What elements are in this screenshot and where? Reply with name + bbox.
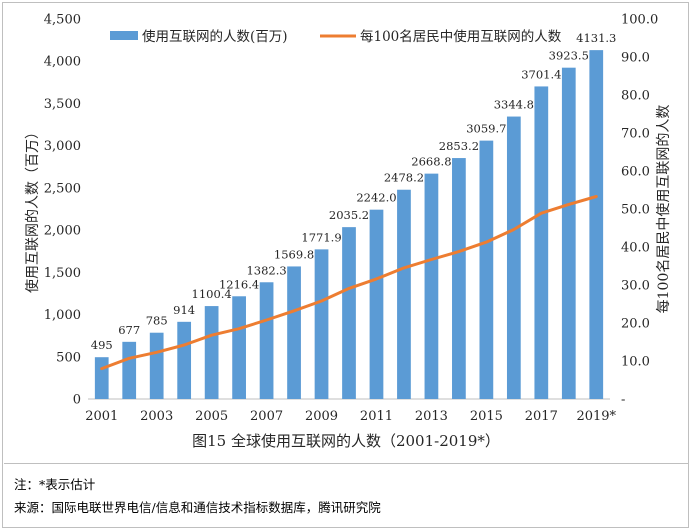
bar xyxy=(452,158,466,399)
bar-data-label: 3344.8 xyxy=(494,98,534,112)
right-tick-label: 30.0 xyxy=(621,279,650,294)
x-tick-label: 2009 xyxy=(305,409,338,424)
bar-data-label: 495 xyxy=(91,338,113,352)
right-tick-label: 70.0 xyxy=(621,127,650,142)
right-tick-label: 50.0 xyxy=(621,203,650,218)
right-tick-label: 20.0 xyxy=(621,317,650,332)
x-tick-label: 2005 xyxy=(195,409,228,424)
x-tick-label: 2013 xyxy=(415,409,448,424)
bar-data-label: 2853.2 xyxy=(439,139,479,153)
bar xyxy=(342,227,356,399)
bar xyxy=(177,321,192,399)
bar xyxy=(149,332,164,399)
bar-data-label: 3701.4 xyxy=(521,67,561,81)
left-tick-label: 4,000 xyxy=(44,55,81,70)
divider xyxy=(4,463,689,464)
bar-data-label: 677 xyxy=(118,323,140,337)
bar-data-label: 4131.3 xyxy=(576,31,616,45)
bar-data-label: 1382.3 xyxy=(246,263,286,277)
bar xyxy=(122,341,137,399)
left-axis-title: 使用互联网的人数（百万） xyxy=(24,125,41,293)
bar-data-label: 3059.7 xyxy=(466,122,506,136)
bar xyxy=(232,296,246,399)
legend-swatch-bar xyxy=(110,31,138,40)
bar-data-label: 914 xyxy=(173,303,195,317)
source-note: 来源：国际电联世界电信/信息和通信技术指标数据库，腾讯研究院 xyxy=(14,500,381,515)
bar xyxy=(424,173,439,399)
left-tick-label: 3,500 xyxy=(44,97,81,112)
x-tick-label: 2001 xyxy=(85,409,118,424)
bar-data-label: 785 xyxy=(146,314,168,328)
bar xyxy=(204,306,219,399)
bar xyxy=(259,282,274,399)
bar-data-label: 1216.4 xyxy=(219,277,259,291)
left-tick-label: 2,000 xyxy=(44,224,81,239)
footnote: 注：*表示估计 xyxy=(14,477,96,492)
legend-label-line: 每100名居民中使用互联网的人数 xyxy=(360,28,562,45)
left-tick-label: 3,000 xyxy=(44,139,81,154)
right-tick-label: 90.0 xyxy=(621,51,650,66)
x-tick-label: 2007 xyxy=(250,409,283,424)
bar xyxy=(589,50,604,399)
bar-data-label: 1569.8 xyxy=(274,247,314,261)
left-tick-label: 500 xyxy=(56,350,81,365)
right-tick-label: 80.0 xyxy=(621,89,650,104)
left-tick-label: 2,500 xyxy=(44,181,81,196)
left-tick-label: 4,500 xyxy=(44,13,81,28)
bar xyxy=(369,209,384,399)
left-tick-label: 1,000 xyxy=(44,308,81,323)
right-tick-label: 40.0 xyxy=(621,241,650,256)
x-tick-label: 2019* xyxy=(576,409,616,424)
bar-data-label: 2242.0 xyxy=(356,191,396,205)
right-tick-label: - xyxy=(621,393,625,408)
bar xyxy=(506,116,521,399)
bar-data-label: 1771.9 xyxy=(301,230,341,244)
bar xyxy=(94,357,109,399)
bar xyxy=(397,189,411,399)
chart-title: 图15 全球使用互联网的人数（2001-2019*） xyxy=(192,432,500,450)
bar-data-label: 1100.4 xyxy=(192,287,232,301)
legend-label-bar: 使用互联网的人数(百万) xyxy=(142,28,288,45)
left-tick-label: 1,500 xyxy=(44,266,81,281)
x-tick-label: 2003 xyxy=(140,409,173,424)
bar xyxy=(287,266,301,399)
bar-data-label: 2668.8 xyxy=(411,155,451,169)
bar xyxy=(534,86,549,400)
bar-data-label: 2478.2 xyxy=(384,171,424,185)
x-tick-label: 2017 xyxy=(525,409,558,424)
line-series xyxy=(100,195,598,371)
right-tick-label: 10.0 xyxy=(621,355,650,370)
x-tick-label: 2011 xyxy=(360,409,393,424)
left-tick-label: 0 xyxy=(73,393,81,408)
bar-data-label: 3923.5 xyxy=(549,49,589,63)
x-tick-label: 2015 xyxy=(470,409,503,424)
right-tick-label: 100.0 xyxy=(621,13,658,28)
bar-data-label: 2035.2 xyxy=(329,208,369,222)
bar xyxy=(561,67,576,399)
bar xyxy=(314,249,329,399)
bar xyxy=(479,140,494,399)
right-tick-label: 60.0 xyxy=(621,165,650,180)
right-axis-title: 每100名居民中使用互联网的人数 xyxy=(655,105,672,314)
